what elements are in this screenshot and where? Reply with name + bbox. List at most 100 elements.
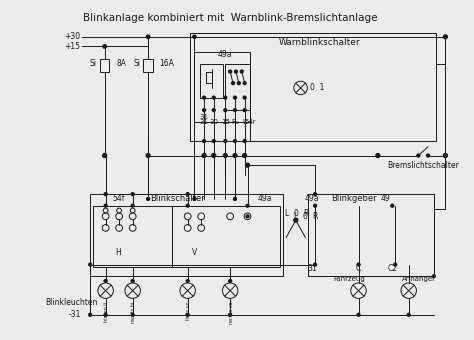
Circle shape <box>417 154 420 157</box>
Text: Blinkschalter: Blinkschalter <box>150 194 204 203</box>
Circle shape <box>89 313 91 316</box>
Text: rechts hi.: rechts hi. <box>131 300 136 323</box>
Circle shape <box>391 204 394 207</box>
Text: L: L <box>294 212 298 221</box>
Circle shape <box>104 313 107 316</box>
Text: R: R <box>312 212 318 221</box>
Text: L: L <box>284 209 288 218</box>
Circle shape <box>212 154 216 157</box>
Circle shape <box>234 198 237 200</box>
Text: 54r: 54r <box>245 119 256 125</box>
Text: Blinkanlage kombiniert mit  Warnblink-Bremslichtanlage: Blinkanlage kombiniert mit Warnblink-Bre… <box>83 14 377 23</box>
Bar <box>200 64 223 98</box>
Text: Fahrzeug: Fahrzeug <box>333 276 365 282</box>
Bar <box>172 206 280 267</box>
Text: Blinkgeber: Blinkgeber <box>331 194 376 203</box>
Text: hinten li.: hinten li. <box>104 300 109 322</box>
Circle shape <box>246 215 249 218</box>
Circle shape <box>131 313 134 316</box>
Circle shape <box>357 263 360 266</box>
Circle shape <box>203 140 206 142</box>
Text: rechts vo.: rechts vo. <box>228 300 234 324</box>
Circle shape <box>444 154 447 157</box>
Circle shape <box>314 204 317 207</box>
Text: 31: 31 <box>200 114 209 120</box>
Circle shape <box>444 35 447 39</box>
Circle shape <box>243 109 246 112</box>
Circle shape <box>243 96 246 99</box>
Circle shape <box>232 82 235 85</box>
Circle shape <box>203 96 206 99</box>
Circle shape <box>228 313 232 316</box>
Text: V: V <box>192 248 197 257</box>
Circle shape <box>103 45 106 48</box>
Circle shape <box>314 263 317 266</box>
Circle shape <box>243 82 246 85</box>
Text: H: H <box>115 248 121 257</box>
Bar <box>308 194 434 276</box>
Bar <box>194 52 250 122</box>
Circle shape <box>186 279 189 283</box>
Circle shape <box>146 198 150 200</box>
Text: 31: 31 <box>307 264 317 273</box>
Text: 0: 0 <box>293 209 298 218</box>
Circle shape <box>376 154 380 157</box>
Circle shape <box>240 70 243 73</box>
Circle shape <box>203 109 206 112</box>
Circle shape <box>193 35 196 38</box>
Circle shape <box>223 154 227 157</box>
Circle shape <box>131 193 134 195</box>
Circle shape <box>186 193 189 195</box>
Circle shape <box>104 204 107 207</box>
Circle shape <box>224 140 227 142</box>
Circle shape <box>146 35 150 38</box>
Circle shape <box>224 96 227 99</box>
Text: Si: Si <box>133 59 140 68</box>
Text: 16A: 16A <box>160 59 174 68</box>
Text: 49: 49 <box>381 194 391 203</box>
Circle shape <box>228 279 232 283</box>
Circle shape <box>432 275 435 278</box>
Bar <box>225 64 250 110</box>
Circle shape <box>131 204 134 207</box>
Circle shape <box>234 96 237 99</box>
Text: 31: 31 <box>200 119 209 125</box>
Circle shape <box>243 140 246 142</box>
Text: R: R <box>304 209 309 218</box>
Circle shape <box>146 154 150 157</box>
Circle shape <box>234 140 237 142</box>
Circle shape <box>235 70 237 73</box>
Text: Bremslichtschalter: Bremslichtschalter <box>387 161 459 170</box>
Bar <box>93 206 172 267</box>
Circle shape <box>243 154 246 157</box>
Text: R₁: R₁ <box>231 119 239 125</box>
Text: 0: 0 <box>303 212 308 221</box>
Circle shape <box>212 109 215 112</box>
Text: 30: 30 <box>209 119 218 125</box>
Circle shape <box>104 279 107 283</box>
Circle shape <box>233 154 237 157</box>
Text: links vo.: links vo. <box>186 300 191 320</box>
Circle shape <box>193 198 196 200</box>
Circle shape <box>186 313 189 316</box>
Text: 15: 15 <box>221 119 230 125</box>
Text: C2: C2 <box>387 264 397 273</box>
Circle shape <box>357 313 360 316</box>
Text: -31: -31 <box>68 310 81 319</box>
Text: 49a: 49a <box>305 194 319 203</box>
Circle shape <box>246 163 249 167</box>
Circle shape <box>394 263 397 266</box>
Circle shape <box>193 35 196 38</box>
Text: +15: +15 <box>64 42 81 51</box>
Circle shape <box>104 193 107 195</box>
Circle shape <box>186 204 189 207</box>
Text: Si: Si <box>90 59 97 68</box>
Text: Warnblinkschalter: Warnblinkschalter <box>279 38 361 47</box>
Text: 49a: 49a <box>257 194 272 203</box>
Circle shape <box>212 140 215 142</box>
Circle shape <box>131 279 134 283</box>
Text: Blinkleuchten: Blinkleuchten <box>46 298 98 307</box>
Circle shape <box>314 193 317 195</box>
Circle shape <box>237 82 240 85</box>
Text: 49a: 49a <box>218 50 233 59</box>
